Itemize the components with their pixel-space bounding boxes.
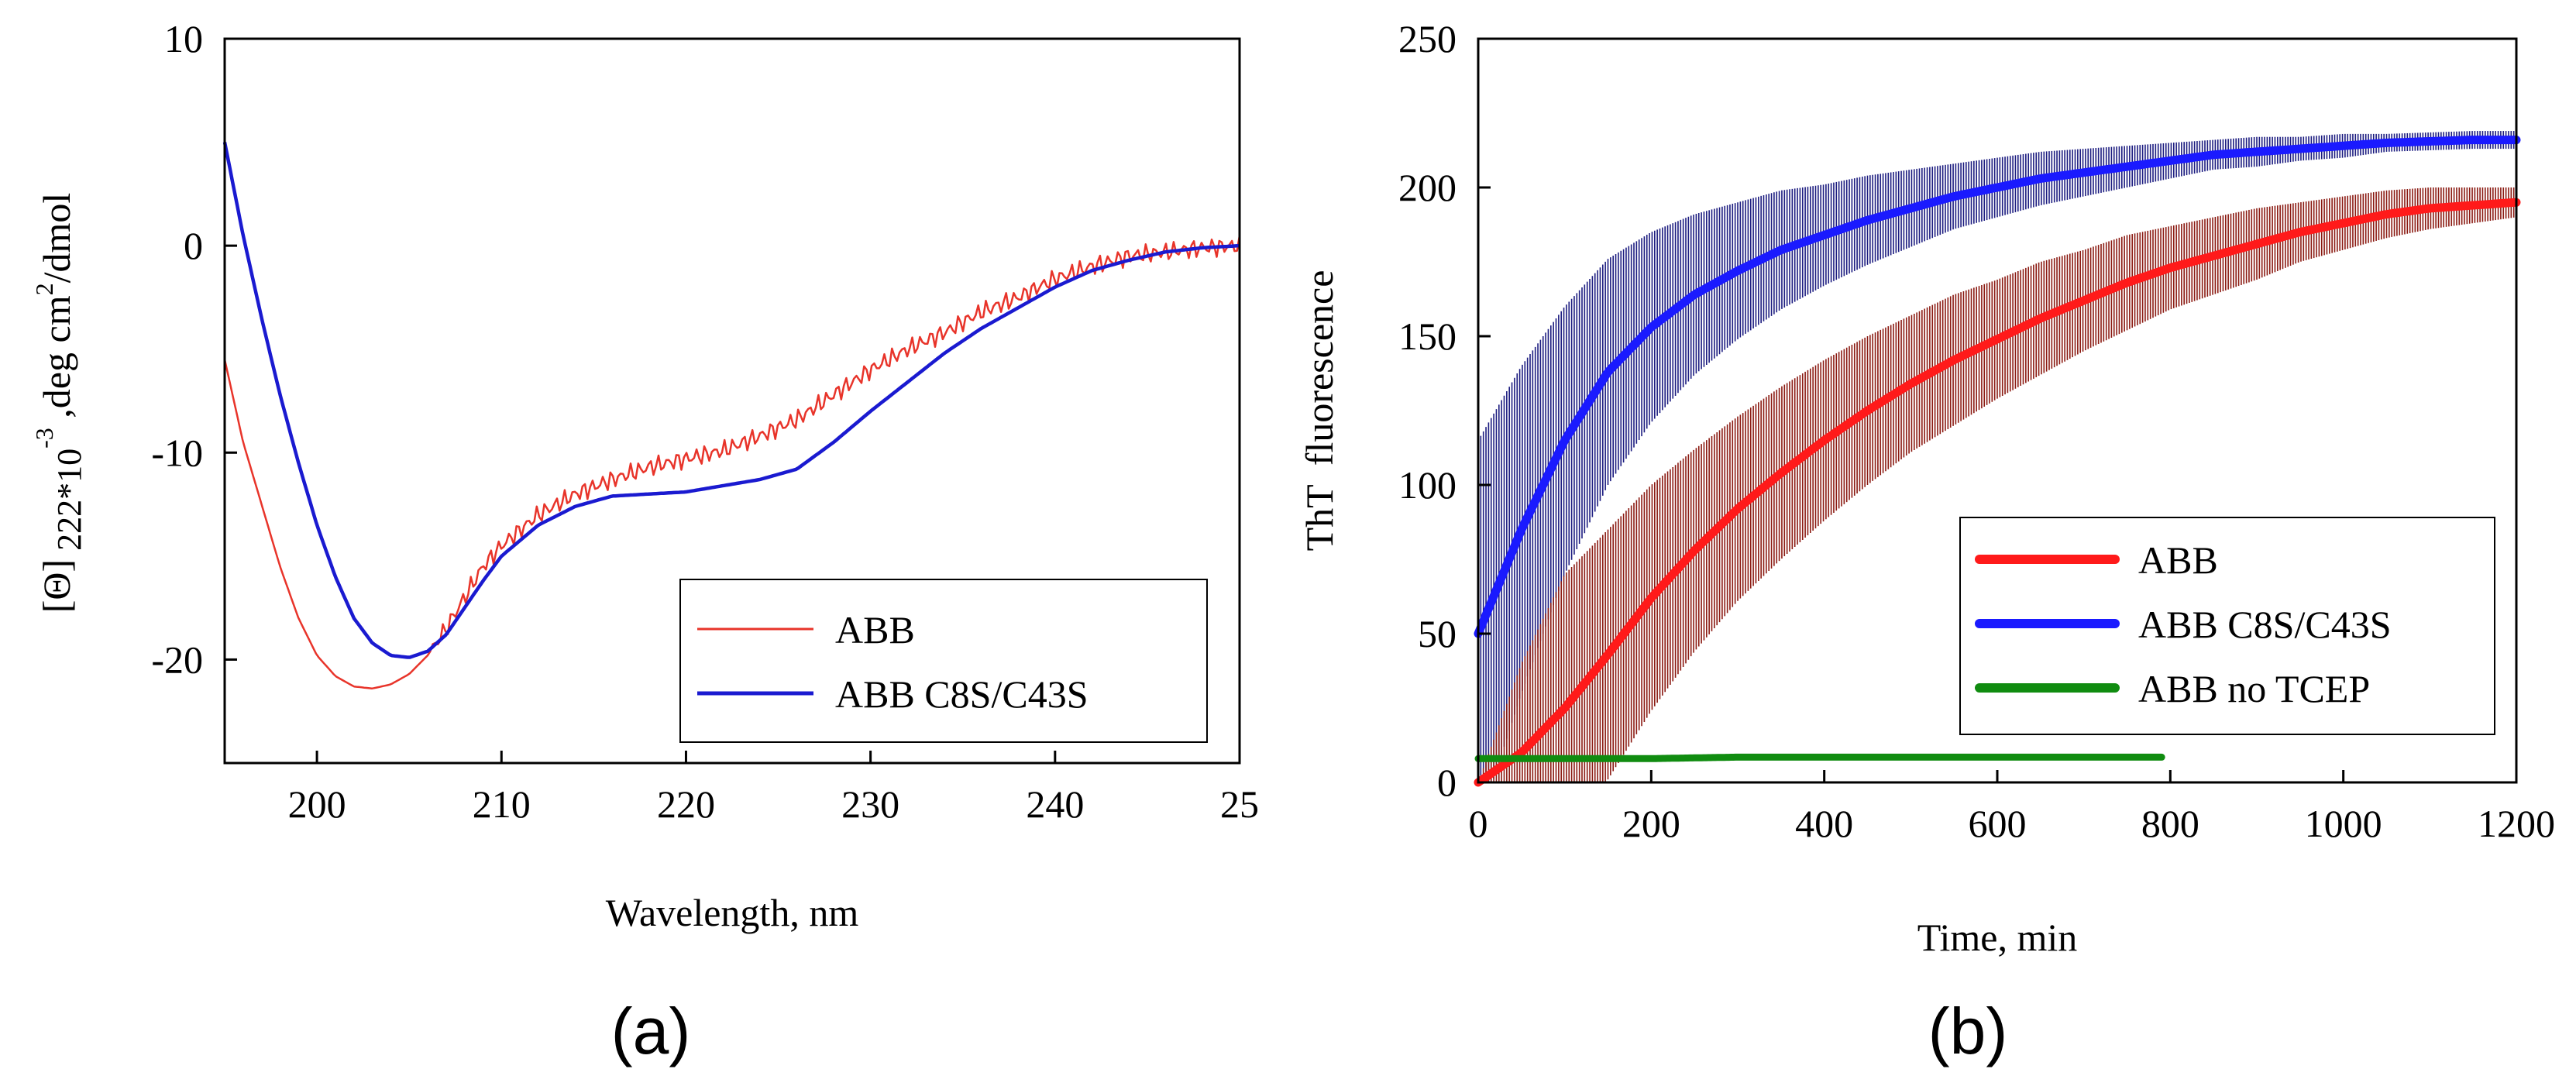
chart-b-plot-area	[1474, 131, 2521, 787]
chart-a-ticks: 200 210 220 230 240 25 10 0 -10 -20	[151, 17, 1259, 826]
legend-b-label-abb: ABB	[2138, 538, 2218, 582]
chart-b-x-tick-label: 1000	[2305, 802, 2382, 845]
chart-b-y-tick-label: 50	[1418, 612, 1457, 655]
chart-a-plot-area	[222, 142, 1241, 690]
chart-a-x-tick-label: 240	[1026, 782, 1084, 826]
chart-b-x-tick-label: 1200	[2478, 802, 2555, 845]
chart-a-x-tick-label: 230	[841, 782, 899, 826]
chart-a-legend: ABB ABB C8S/C43S	[679, 579, 1208, 743]
chart-a-x-tick-label: 220	[657, 782, 715, 826]
legend-a-label-abb: ABB	[835, 608, 915, 651]
chart-b-x-tick-label: 400	[1795, 802, 1853, 845]
chart-b-y-tick-label: 200	[1398, 166, 1457, 209]
chart-b-x-tick-label: 200	[1622, 802, 1680, 845]
chart-a: 200 210 220 230 240 25 10 0 -10 -20 Wavelength, n…	[30, 17, 1259, 1067]
chart-b-y-axis-label: ThT fluorescence	[1298, 270, 1341, 552]
y-label-exp2: 2	[30, 283, 58, 295]
chart-a-y-axis-label: [Θ] 222*10-3 ,deg cm2/dmol	[30, 193, 88, 614]
series-a-abb-c8s-c43s-line	[222, 142, 1240, 659]
series-b-abb-line	[1474, 198, 2521, 787]
chart-a-y-tick-label: -10	[151, 431, 203, 474]
y-label-units: ,deg cm	[35, 295, 78, 428]
chart-a-x-tick-label: 200	[288, 782, 346, 826]
y-label-sub: 222*10	[50, 449, 88, 559]
chart-b: 0 200 400 600 800 1000 1200 0 50 100 150 200 250 Tim…	[1298, 17, 2555, 1067]
chart-a-x-tick-label: 25	[1220, 782, 1259, 826]
chart-b-legend: ABB ABB C8S/C43S ABB no TCEP	[1959, 517, 2495, 735]
chart-b-ticks: 0 200 400 600 800 1000 1200 0 50 100 150 200 250	[1398, 17, 2555, 845]
chart-a-y-tick-label: 10	[164, 17, 203, 60]
series-b-abb-no-tcep-line	[1474, 753, 2165, 762]
legend-b-label-abb-c8s-c43s: ABB C8S/C43S	[2138, 603, 2392, 646]
series-b-abb-c8s-c43s-line	[1474, 136, 2521, 638]
chart-b-y-tick-label: 250	[1398, 17, 1457, 60]
chart-b-x-axis-label: Time, min	[1917, 916, 2078, 959]
chart-a-y-tick-label: 0	[184, 224, 203, 267]
chart-b-y-tick-label: 150	[1398, 315, 1457, 358]
chart-a-legend-box	[679, 579, 1208, 743]
chart-b-y-tick-label: 100	[1398, 463, 1457, 507]
chart-a-x-axis-label: Wavelength, nm	[606, 891, 859, 934]
panel-label-a: (a)	[611, 995, 691, 1067]
chart-a-axes-frame	[223, 37, 1241, 765]
panel-label-b: (b)	[1928, 995, 2008, 1067]
chart-b-x-tick-label: 600	[1969, 802, 2027, 845]
y-label-theta: [Θ]	[35, 559, 78, 613]
chart-a-x-tick-label: 210	[473, 782, 531, 826]
y-label-exp1: -3	[30, 428, 58, 449]
chart-b-x-tick-label: 0	[1469, 802, 1488, 845]
chart-a-y-tick-label: -20	[151, 638, 203, 681]
chart-b-x-tick-label: 800	[2141, 802, 2199, 845]
series-a-abb-line	[223, 235, 1241, 690]
chart-b-y-tick-label: 0	[1437, 761, 1457, 804]
legend-a-label-abb-c8s-c43s: ABB C8S/C43S	[835, 672, 1089, 716]
legend-b-label-abb-no-tcep: ABB no TCEP	[2138, 667, 2370, 710]
y-label-end: /dmol	[35, 193, 78, 284]
